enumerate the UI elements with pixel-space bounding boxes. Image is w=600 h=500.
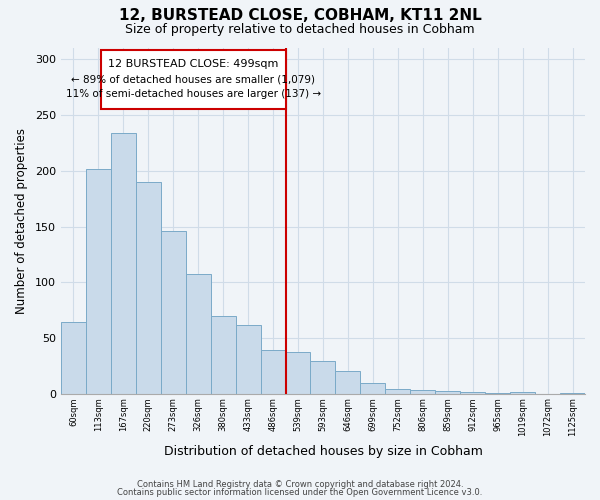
Text: 12, BURSTEAD CLOSE, COBHAM, KT11 2NL: 12, BURSTEAD CLOSE, COBHAM, KT11 2NL — [119, 8, 481, 22]
Bar — [161, 231, 186, 394]
FancyBboxPatch shape — [101, 50, 286, 109]
Bar — [260, 350, 286, 395]
Bar — [111, 132, 136, 394]
Text: Contains public sector information licensed under the Open Government Licence v3: Contains public sector information licen… — [118, 488, 482, 497]
Bar — [385, 389, 410, 394]
Bar — [86, 170, 111, 394]
Bar — [211, 316, 236, 394]
Text: 12 BURSTEAD CLOSE: 499sqm: 12 BURSTEAD CLOSE: 499sqm — [108, 58, 278, 68]
X-axis label: Distribution of detached houses by size in Cobham: Distribution of detached houses by size … — [164, 444, 482, 458]
Text: Size of property relative to detached houses in Cobham: Size of property relative to detached ho… — [125, 22, 475, 36]
Text: Contains HM Land Registry data © Crown copyright and database right 2024.: Contains HM Land Registry data © Crown c… — [137, 480, 463, 489]
Bar — [435, 391, 460, 394]
Bar — [61, 322, 86, 394]
Bar — [286, 352, 310, 395]
Bar — [460, 392, 485, 394]
Bar — [510, 392, 535, 394]
Bar — [236, 325, 260, 394]
Bar — [361, 383, 385, 394]
Bar — [186, 274, 211, 394]
Y-axis label: Number of detached properties: Number of detached properties — [15, 128, 28, 314]
Bar — [410, 390, 435, 394]
Text: 11% of semi-detached houses are larger (137) →: 11% of semi-detached houses are larger (… — [65, 89, 321, 99]
Bar — [335, 371, 361, 394]
Bar — [310, 361, 335, 394]
Bar — [136, 182, 161, 394]
Text: ← 89% of detached houses are smaller (1,079): ← 89% of detached houses are smaller (1,… — [71, 74, 315, 85]
